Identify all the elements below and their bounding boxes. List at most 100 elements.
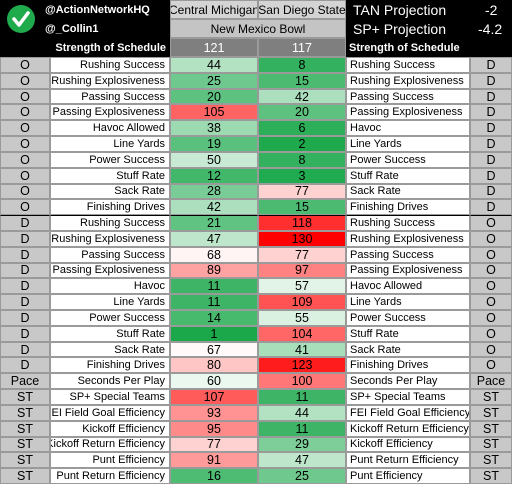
unit: ST (470, 404, 512, 421)
metric-label: Kickoff Efficiency (50, 420, 170, 437)
unit: D (0, 341, 50, 358)
unit: O (0, 183, 50, 200)
metric-label: Sack Rate (346, 183, 470, 200)
metric-label: Finishing Drives (50, 357, 170, 374)
metric-label: FEI Field Goal Efficiency (50, 404, 170, 421)
rank-value: 100 (258, 373, 346, 390)
metric-label: Passing Explosiveness (346, 104, 470, 121)
projection-label: SP+ Projection (350, 19, 470, 38)
unit: ST (0, 389, 50, 405)
rank-value: 6 (258, 120, 346, 137)
metric-label: Havoc (50, 278, 170, 295)
unit: O (470, 262, 512, 279)
rank-value: 3 (258, 167, 346, 184)
unit: ST (0, 468, 50, 484)
unit: D (0, 310, 50, 326)
rank-value: 118 (258, 215, 346, 231)
metric-label: Havoc Allowed (346, 278, 470, 295)
rank-value: 107 (170, 389, 258, 405)
rank-value: 11 (170, 278, 258, 295)
unit: D (470, 104, 512, 121)
metric-label: Power Success (50, 310, 170, 326)
unit: O (470, 230, 512, 247)
metric-label: Punt Efficiency (50, 452, 170, 469)
rank-value: 21 (170, 215, 258, 231)
rank-value: 20 (170, 88, 258, 105)
rank-value: 11 (258, 389, 346, 405)
unit: O (0, 72, 50, 89)
unit: D (470, 88, 512, 105)
rank-value: 105 (170, 104, 258, 121)
rank-value: 60 (170, 373, 258, 390)
metric-label: Line Yards (50, 294, 170, 311)
unit: O (470, 310, 512, 326)
handle: @_Collin1 (42, 20, 170, 38)
rank-value: 41 (258, 341, 346, 358)
metric-label: FEI Field Goal Efficiency (346, 404, 470, 421)
rank-value: 16 (170, 468, 258, 484)
unit: D (0, 230, 50, 247)
rank-value: 29 (258, 436, 346, 453)
metric-label: Passing Explosiveness (50, 104, 170, 121)
metric-label: Rushing Success (50, 57, 170, 73)
rank-value: 20 (258, 104, 346, 121)
unit: D (470, 151, 512, 168)
rank-value: 104 (258, 325, 346, 342)
metric-label: Stuff Rate (346, 325, 470, 342)
rank-value: 19 (170, 136, 258, 152)
rank-value: 25 (170, 72, 258, 89)
metric-label: Kickoff Return Efficiency (50, 436, 170, 453)
unit: O (470, 325, 512, 342)
metric-label: Passing Explosiveness (346, 262, 470, 279)
rank-value: 28 (170, 183, 258, 200)
rank-value: 77 (170, 436, 258, 453)
unit: ST (0, 420, 50, 437)
rank-value: 12 (170, 167, 258, 184)
metric-label: Sack Rate (346, 341, 470, 358)
unit: ST (0, 436, 50, 453)
metric-label: Seconds Per Play (50, 373, 170, 390)
rank-value: 38 (170, 120, 258, 137)
rank-value: 47 (170, 230, 258, 247)
metric-label: Rushing Explosiveness (346, 230, 470, 247)
unit: Pace (0, 373, 50, 390)
rank-value: 93 (170, 404, 258, 421)
projection-label: TAN Projection (350, 0, 470, 19)
metric-label: Passing Explosiveness (50, 262, 170, 279)
metric-label: Sack Rate (50, 183, 170, 200)
unit: D (0, 215, 50, 231)
team-name: Central Michigan (170, 0, 258, 19)
metric-label: Power Success (346, 151, 470, 168)
metric-label: Havoc Allowed (50, 120, 170, 137)
metric-label: Line Yards (346, 136, 470, 152)
unit: D (0, 246, 50, 263)
metric-label: Power Success (346, 310, 470, 326)
team-name: San Diego State (258, 0, 346, 19)
unit: D (470, 167, 512, 184)
unit: O (470, 278, 512, 295)
projection-value: -2 (482, 0, 512, 19)
rank-value: 1 (170, 325, 258, 342)
rank-value: 8 (258, 151, 346, 168)
rank-value: 77 (258, 246, 346, 263)
unit: O (470, 215, 512, 231)
unit: O (470, 294, 512, 311)
rank-value: 42 (258, 88, 346, 105)
unit: D (470, 72, 512, 89)
unit: D (470, 136, 512, 152)
metric-label: Finishing Drives (346, 199, 470, 216)
rank-value: 44 (258, 404, 346, 421)
rank-value: 42 (170, 199, 258, 216)
metric-label: Kickoff Efficiency (346, 436, 470, 453)
metric-label: Rushing Explosiveness (50, 230, 170, 247)
unit: ST (470, 452, 512, 469)
rank-value: 2 (258, 136, 346, 152)
rank-value: 77 (258, 183, 346, 200)
metric-label: Finishing Drives (346, 357, 470, 374)
unit: O (0, 104, 50, 121)
unit: Pace (470, 373, 512, 390)
game-name: New Mexico Bowl (170, 19, 346, 38)
metric-label: Passing Success (346, 246, 470, 263)
unit: O (0, 57, 50, 73)
